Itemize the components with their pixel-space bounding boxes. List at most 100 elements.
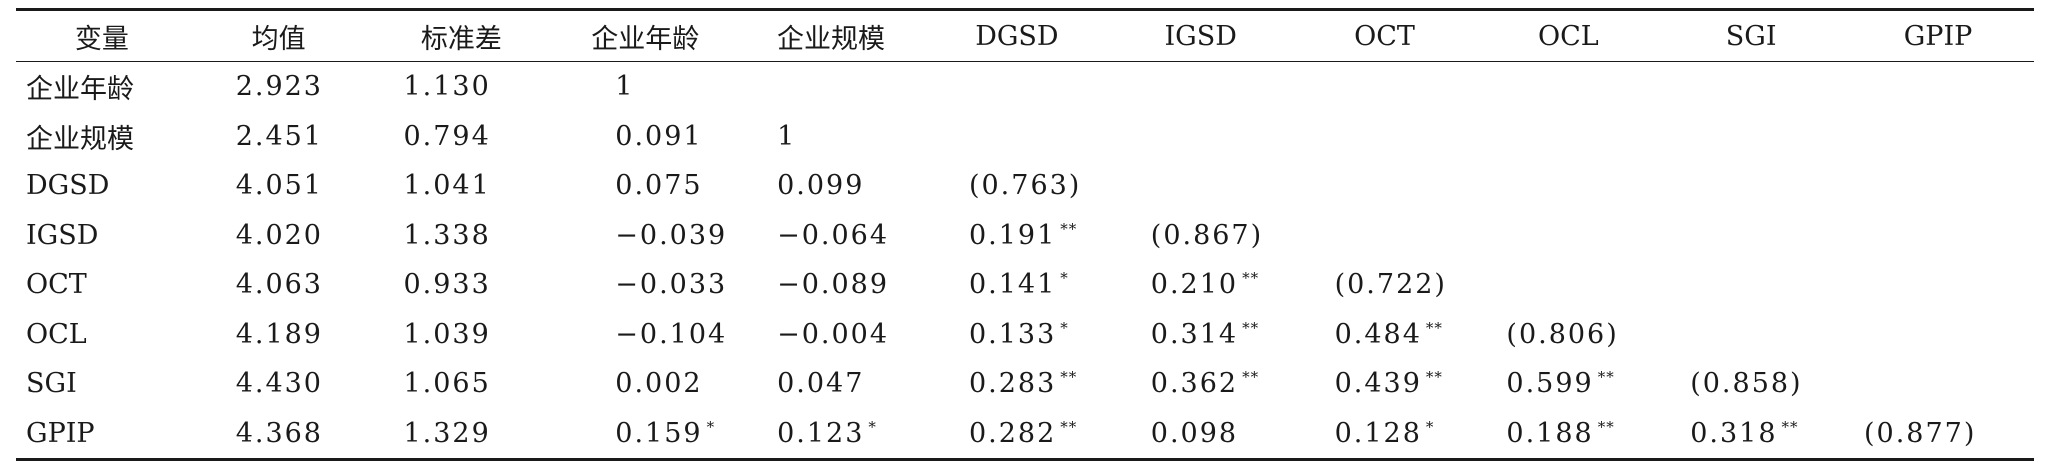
table-cell: 0.599 ** <box>1476 359 1660 409</box>
significance-marker: ** <box>1060 368 1078 387</box>
table-cell: 0.282 ** <box>925 409 1109 460</box>
significance-marker: * <box>1060 269 1069 288</box>
table-cell <box>1660 260 1842 310</box>
column-header: 企业年龄 <box>591 23 700 55</box>
table-cell <box>925 62 1109 112</box>
cell-value: 1.338 <box>403 219 491 251</box>
significance-marker: ** <box>1242 269 1260 288</box>
column-header: SGI <box>1725 20 1777 52</box>
row-label: 企业年龄 <box>26 74 134 106</box>
significance-marker: * <box>868 417 877 436</box>
significance-marker: * <box>1060 318 1069 337</box>
table-cell: (0.722) <box>1293 260 1477 310</box>
table-cell <box>1293 211 1477 261</box>
cell-value: 0.283 <box>968 368 1057 400</box>
table-cell: (0.763) <box>925 161 1109 211</box>
table-cell <box>1842 211 2034 261</box>
cell-value: 0.099 <box>777 170 865 202</box>
table-row: SGI 4.430 1.065 0.002 0.047 0.283 ** 0.362 ** 0.4… <box>16 359 2034 409</box>
table-row: 企业规模 2.451 0.794 0.091 1 <box>16 112 2034 162</box>
table-cell <box>1842 161 2034 211</box>
column-header: 变量 <box>74 23 129 55</box>
cell-value: 0.210 <box>1150 269 1239 301</box>
table-cell: 2.923 <box>188 62 370 112</box>
cell-value: 0.188 <box>1506 417 1594 449</box>
cell-value: 0.439 <box>1334 368 1422 400</box>
significance-marker: ** <box>1597 417 1615 436</box>
table-body: 企业年龄 2.923 1.130 1 企业规模 2.451 0.794 0.091 1 DGSD 4… <box>16 62 2034 460</box>
table-cell: 0.439 ** <box>1293 359 1477 409</box>
table-cell: 4.368 <box>188 409 370 460</box>
table-cell <box>1476 260 1660 310</box>
cell-value: 0.314 <box>1150 318 1239 350</box>
cell-value: −0.039 <box>615 219 728 251</box>
table-cell <box>1293 112 1477 162</box>
cell-value: (0.763) <box>968 170 1082 202</box>
table-cell: 1.065 <box>369 359 553 409</box>
table-cell: 4.189 <box>188 310 370 360</box>
table-cell: 0.099 <box>737 161 925 211</box>
table-cell: 0.075 <box>553 161 737 211</box>
cell-value: 0.599 <box>1506 368 1594 400</box>
table-cell: −0.064 <box>737 211 925 261</box>
cell-value: 0.933 <box>403 269 491 301</box>
significance-marker: * <box>706 417 716 436</box>
table-cell: 1.041 <box>369 161 553 211</box>
cell-value: 0.098 <box>1150 417 1239 449</box>
table-cell: 0.314 ** <box>1109 310 1293 360</box>
row-label: 企业规模 <box>26 123 134 155</box>
table-row: GPIP 4.368 1.329 0.159 * 0.123 * 0.282 ** 0.098 0.… <box>16 409 2034 460</box>
cell-value: −0.004 <box>777 318 890 350</box>
significance-marker: ** <box>1060 219 1078 238</box>
cell-value: 0.159 <box>615 417 703 449</box>
table-cell: 0.002 <box>553 359 737 409</box>
table-cell: −0.104 <box>553 310 737 360</box>
table-cell: (0.806) <box>1476 310 1660 360</box>
cell-value: 1.065 <box>403 368 491 400</box>
cell-value: 4.368 <box>235 417 323 449</box>
table-cell: 4.020 <box>188 211 370 261</box>
table-cell: (0.858) <box>1660 359 1842 409</box>
cell-value: 0.141 <box>968 269 1057 301</box>
table-cell: 0.484 ** <box>1293 310 1477 360</box>
table-cell: 4.430 <box>188 359 370 409</box>
table-cell <box>1109 161 1293 211</box>
table-cell: 0.210 ** <box>1109 260 1293 310</box>
table-cell <box>1476 211 1660 261</box>
significance-marker: ** <box>1425 368 1443 387</box>
row-label: OCT <box>26 269 87 301</box>
cell-value: 1 <box>615 71 635 103</box>
cell-value: 2.451 <box>235 120 323 152</box>
table-cell: 0.794 <box>369 112 553 162</box>
table-cell <box>1660 112 1842 162</box>
cell-value: 0.282 <box>968 417 1057 449</box>
table-row: DGSD 4.051 1.041 0.075 0.099 (0.763) <box>16 161 2034 211</box>
table-cell <box>1476 161 1660 211</box>
cell-value: 0.362 <box>1150 368 1239 400</box>
table-cell: 2.451 <box>188 112 370 162</box>
column-header: OCT <box>1354 20 1415 52</box>
cell-value: 0.191 <box>968 219 1057 251</box>
significance-marker: ** <box>1425 318 1443 337</box>
cell-value: 0.075 <box>615 170 703 202</box>
table-cell: 1.039 <box>369 310 553 360</box>
cell-value: 1.041 <box>403 170 491 202</box>
cell-value: 4.063 <box>235 269 323 301</box>
table-cell: −0.004 <box>737 310 925 360</box>
cell-value: 0.091 <box>615 120 703 152</box>
cell-value: (0.806) <box>1506 318 1619 350</box>
cell-value: 1.039 <box>403 318 491 350</box>
cell-value: 4.189 <box>235 318 323 350</box>
column-header: OCL <box>1537 20 1599 52</box>
cell-value: 0.318 <box>1690 417 1778 449</box>
table-cell <box>1476 62 1660 112</box>
cell-value: (0.722) <box>1334 269 1447 301</box>
table-cell: 0.318 ** <box>1660 409 1842 460</box>
table-cell: 1 <box>553 62 737 112</box>
table-cell: 0.047 <box>737 359 925 409</box>
significance-marker: ** <box>1060 417 1078 436</box>
cell-value: (0.867) <box>1150 219 1264 251</box>
column-header: 标准差 <box>420 23 502 55</box>
cell-value: 0.133 <box>968 318 1057 350</box>
cell-value: 4.051 <box>235 170 323 202</box>
